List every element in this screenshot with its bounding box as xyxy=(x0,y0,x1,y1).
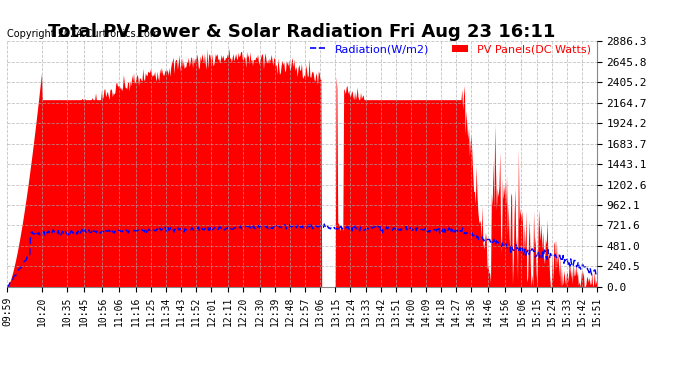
Text: Copyright 2024 Curtronics.com: Copyright 2024 Curtronics.com xyxy=(7,29,159,39)
Title: Total PV Power & Solar Radiation Fri Aug 23 16:11: Total PV Power & Solar Radiation Fri Aug… xyxy=(48,23,555,41)
Legend: Radiation(W/m2), PV Panels(DC Watts): Radiation(W/m2), PV Panels(DC Watts) xyxy=(310,44,591,54)
